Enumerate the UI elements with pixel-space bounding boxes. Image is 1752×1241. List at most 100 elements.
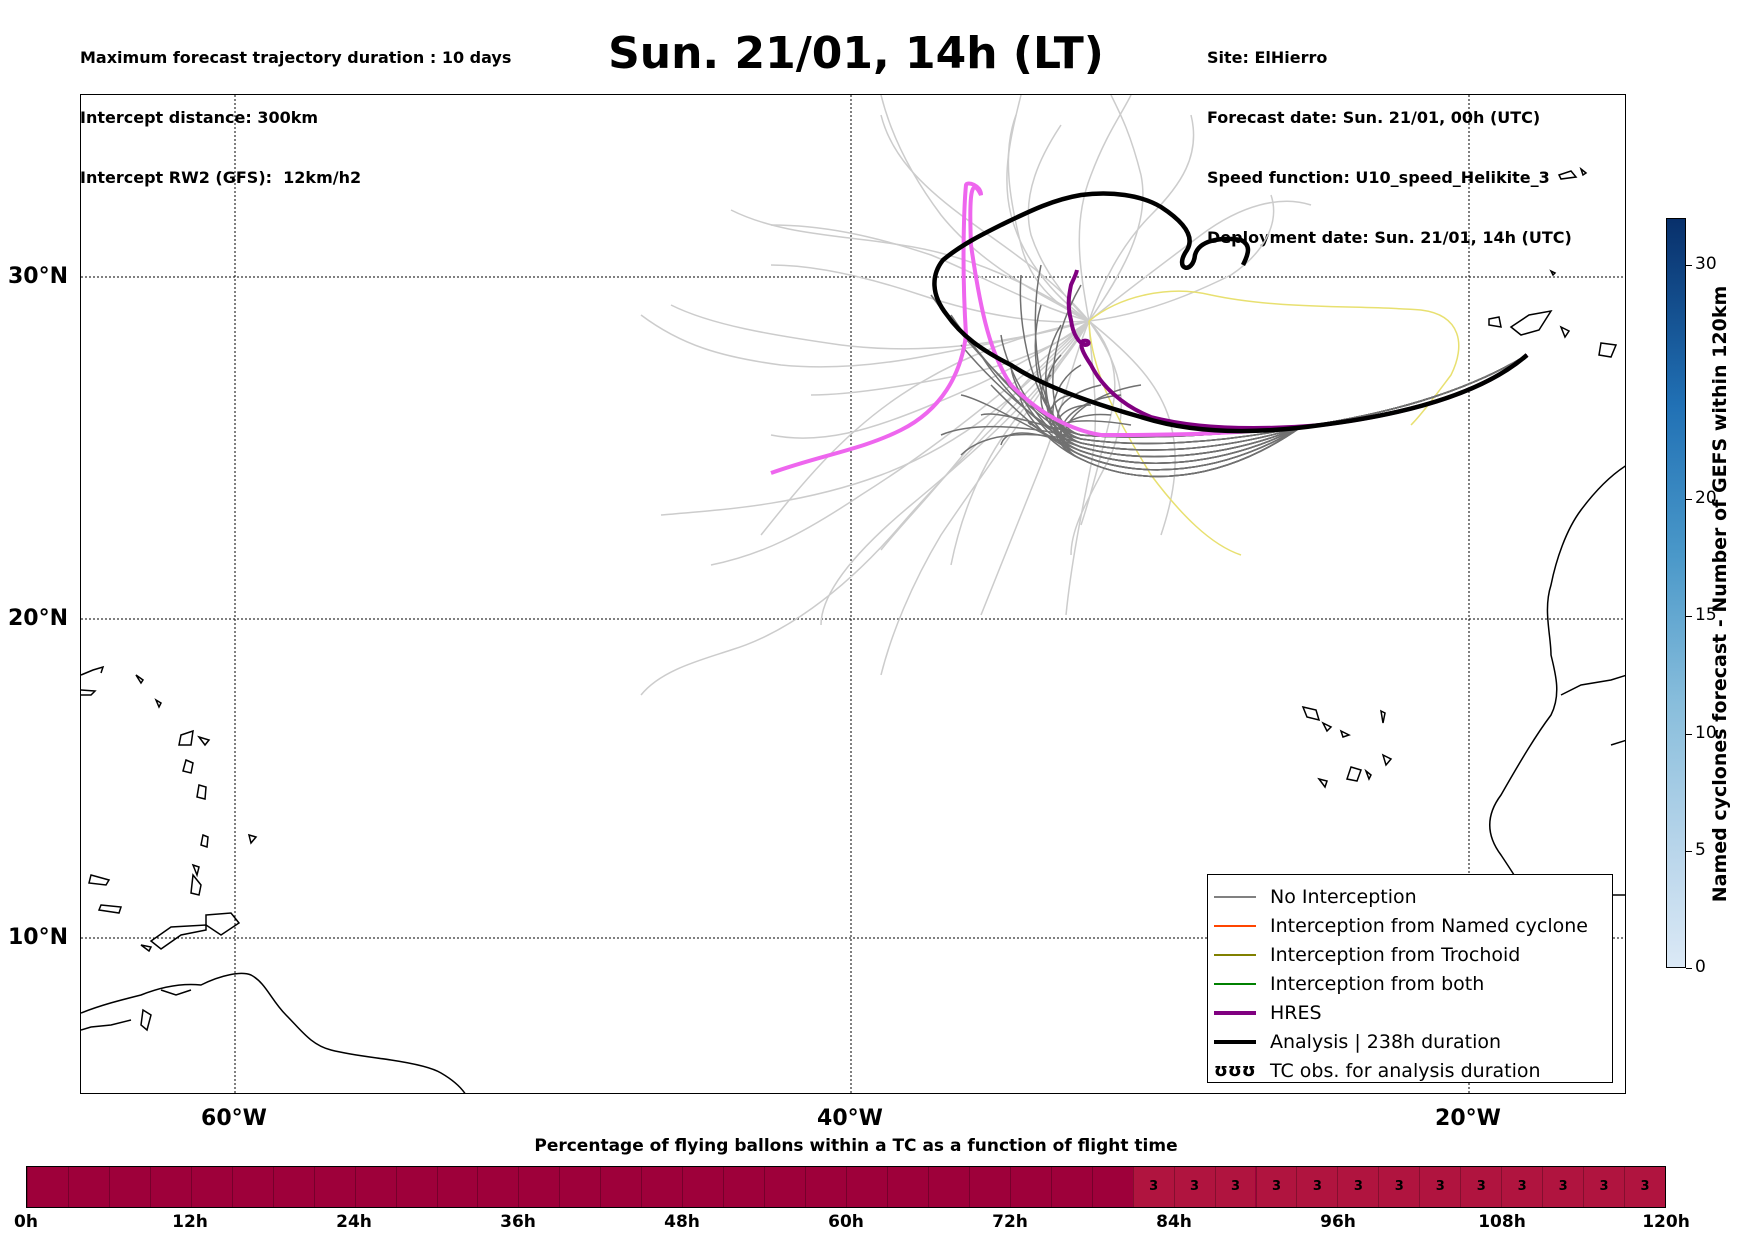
tc-obs-symbol-icon: ʊʊʊ [1214,1060,1256,1081]
info-intercept-rw2: Intercept RW2 (GFS): 12km/h2 [80,168,362,187]
timeline-tick-label: 0h [14,1212,38,1232]
colorbar-tick-label: 0 [1695,957,1706,977]
timeline-cell: 3 [1378,1167,1420,1207]
timeline-cell: 3 [1583,1167,1625,1207]
timeline-cell: 3 [1214,1167,1256,1207]
timeline-tick-label: 84h [1156,1212,1192,1232]
legend-swatch [1214,1040,1256,1044]
lat-label-30n: 30°N [8,264,69,289]
timeline-cell [518,1167,559,1207]
timeline-cell [313,1167,355,1207]
info-site: Site: ElHierro [1207,48,1328,67]
timeline-tick-label: 120h [1642,1212,1690,1232]
trochoid-trajectories [1088,290,1460,556]
timeline-cell [641,1167,682,1207]
timeline-cell: 3 [1173,1167,1215,1207]
timeline-cell [149,1167,191,1207]
colorbar-title: Named cyclones forecast - Number of GEFS… [1709,285,1731,903]
timeline-cell: 3 [1132,1167,1174,1207]
timeline-cell [886,1167,928,1207]
map-panel[interactable] [80,94,1626,1094]
coastlines [81,166,1625,1093]
timeline-cell [436,1167,478,1207]
legend-item: HRES [1208,999,1612,1028]
page-title: Sun. 21/01, 14h (LT) [608,28,1104,79]
legend-label: Interception from Named cyclone [1270,915,1588,937]
timeline-cell [846,1167,887,1207]
colorbar-tick-label: 30 [1695,253,1717,274]
colorbar-tick-label: 5 [1695,839,1706,860]
timeline-cell: 3 [1296,1167,1338,1207]
timeline-tick-label: 36h [500,1212,536,1232]
colorbar-tick [1686,264,1692,266]
colorbar-tick [1686,968,1692,969]
analysis-trajectory [932,191,1529,434]
timeline-cell [27,1167,68,1207]
timeline-tick-label: 48h [664,1212,700,1232]
timeline-cell [477,1167,518,1207]
info-right: Site: ElHierro Forecast date: Sun. 21/01… [1207,8,1572,268]
legend-item: Analysis | 238h duration [1208,1028,1612,1057]
legend-label: HRES [1270,1002,1322,1024]
info-forecast-date: Forecast date: Sun. 21/01, 00h (UTC) [1207,108,1541,127]
legend-item: No Interception [1208,883,1612,912]
timeline-cell: 3 [1419,1167,1461,1207]
timeline-tick-label: 12h [172,1212,208,1232]
timeline-cell [1009,1167,1051,1207]
timeline-cell: 3 [1501,1167,1543,1207]
legend-swatch [1214,1011,1256,1015]
timeline-cell [108,1167,150,1207]
lon-label-20w: 20°W [1435,1106,1501,1131]
timeline-cell: 3 [1624,1167,1665,1207]
legend: No Interception Interception from Named c… [1207,874,1613,1083]
timeline-cell [927,1167,969,1207]
legend-label: TC obs. for analysis duration [1270,1060,1541,1082]
timeline-cell [723,1167,764,1207]
legend-item: Interception from Named cyclone [1208,912,1612,941]
lon-label-40w: 40°W [817,1106,883,1131]
timeline-title: Percentage of flying ballons within a TC… [534,1136,1178,1156]
legend-label: No Interception [1270,886,1417,908]
timeline-cell [395,1167,437,1207]
colorbar-tick [1686,733,1692,735]
timeline-cell [600,1167,641,1207]
colorbar-tick [1686,499,1692,501]
timeline-cell [272,1167,314,1207]
timeline-cell [805,1167,846,1207]
timeline-cell [559,1167,600,1207]
colorbar-tick-label: 20 [1695,488,1717,509]
legend-swatch [1214,983,1256,985]
timeline-cell [1050,1167,1092,1207]
no-interception-track [1044,354,1528,458]
lat-label-10n: 10°N [8,925,69,950]
colorbar [1666,218,1686,968]
timeline-cell [354,1167,396,1207]
timeline-tick-label: 96h [1320,1212,1356,1232]
colorbar-tick-label: 15 [1695,605,1717,626]
info-speed-function: Speed function: U10_speed_Helikite_3 [1207,168,1550,187]
no-interception-track [1010,354,1528,471]
timeline-cell [67,1167,109,1207]
timeline-cell [968,1167,1010,1207]
colorbar-tick [1686,616,1692,618]
timeline-cell: 3 [1337,1167,1379,1207]
timeline-tick-label: 60h [828,1212,864,1232]
legend-item: Interception from Trochoid [1208,941,1612,970]
no-interception-track [1054,354,1528,478]
legend-item: ʊʊʊ TC obs. for analysis duration [1208,1057,1612,1086]
info-left: Maximum forecast trajectory duration : 1… [80,8,511,208]
colorbar-tick-label: 10 [1695,722,1717,743]
legend-item: Interception from both [1208,970,1612,999]
trajectory-map[interactable] [81,95,1626,1094]
legend-label: Interception from Trochoid [1270,944,1521,966]
timeline-cell [1091,1167,1133,1207]
timeline-tick-label: 108h [1478,1212,1526,1232]
timeline-tick-label: 24h [336,1212,372,1232]
timeline-cell [764,1167,805,1207]
hres-trajectory-alt [770,181,1529,475]
timeline-tick-label: 72h [992,1212,1028,1232]
info-intercept-distance: Intercept distance: 300km [80,108,319,127]
legend-swatch [1214,954,1256,956]
colorbar-tick [1686,850,1692,852]
